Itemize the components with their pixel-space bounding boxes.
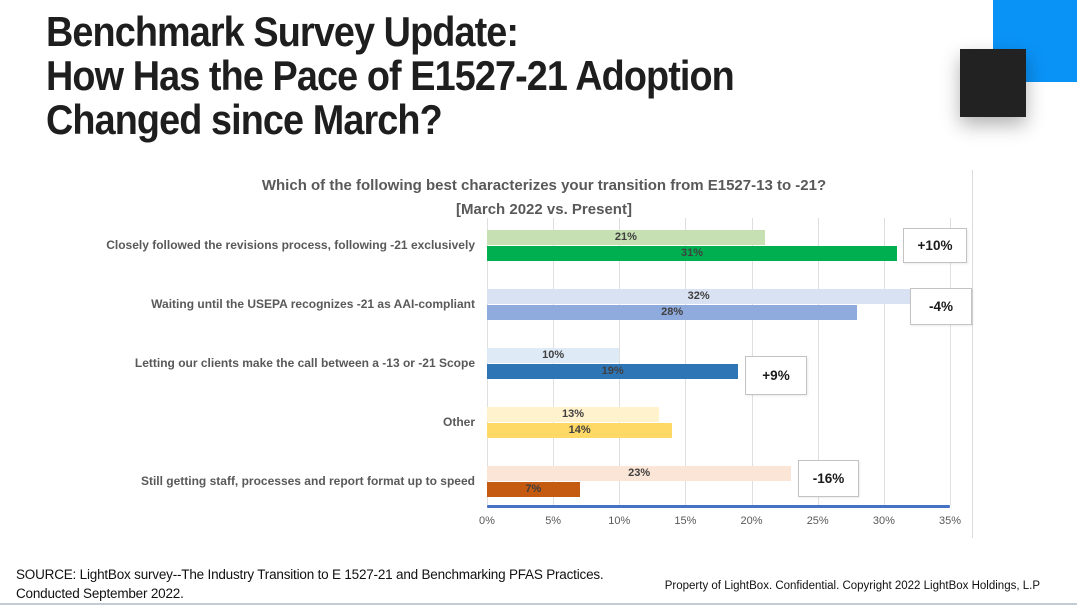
bar-present — [487, 364, 739, 379]
bar-present — [487, 482, 580, 497]
x-axis-tick-label: 35% — [938, 515, 962, 527]
category-label: Letting our clients make the call betwee… — [134, 356, 475, 370]
x-axis-tick-label: 25% — [806, 515, 829, 527]
bar-present — [487, 246, 898, 261]
bar-march-2022 — [487, 230, 765, 245]
bar-value-label-march: 10% — [542, 349, 565, 361]
source-note: SOURCE: LightBox survey--The Industry Tr… — [16, 567, 604, 601]
category-label: Closely followed the revisions process, … — [106, 238, 475, 252]
gridline — [950, 218, 951, 505]
bar-value-label-present: 31% — [681, 247, 704, 259]
bar-value-label-march: 23% — [628, 467, 651, 479]
bar-present — [487, 305, 858, 320]
bottom-divider — [0, 603, 1077, 605]
gridline — [883, 218, 885, 505]
x-axis-line — [487, 505, 950, 508]
category-label: Other — [442, 415, 475, 429]
bar-value-label-present: 19% — [601, 365, 624, 377]
change-callout: -4% — [910, 288, 972, 325]
x-axis-tick-label: 0% — [479, 515, 495, 527]
copyright-note: Property of LightBox. Confidential. Copy… — [664, 580, 1040, 592]
bar-value-label-march: 21% — [614, 231, 637, 243]
chart-title: Which of the following best characterize… — [261, 177, 827, 218]
decor-black-square — [960, 49, 1026, 117]
bar-march-2022 — [487, 407, 659, 422]
bar-present — [487, 423, 673, 438]
x-axis-tick-label: 10% — [608, 515, 631, 527]
x-axis-tick-label: 30% — [872, 515, 895, 527]
bar-value-label-march: 32% — [687, 290, 710, 302]
bar-value-label-present: 28% — [661, 306, 684, 318]
change-callout: +9% — [745, 356, 807, 395]
x-axis-tick-label: 20% — [740, 515, 763, 527]
gridline — [817, 218, 819, 505]
bar-value-label-present: 14% — [568, 424, 591, 436]
bar-march-2022 — [487, 289, 911, 304]
x-axis-tick-label: 5% — [545, 515, 562, 527]
page-title: Benchmark Survey Update: How Has the Pac… — [46, 8, 735, 143]
gridline — [685, 218, 687, 505]
bar-value-label-present: 7% — [525, 483, 542, 495]
category-label: Waiting until the USEPA recognizes -21 a… — [151, 297, 475, 311]
x-axis-tick-label: 15% — [674, 515, 697, 527]
category-label: Still getting staff, processes and repor… — [140, 474, 475, 488]
change-callout: +10% — [903, 228, 967, 263]
bar-march-2022 — [487, 466, 792, 481]
bar-march-2022 — [487, 348, 620, 363]
bar-value-label-march: 13% — [561, 408, 584, 420]
change-callout: -16% — [798, 460, 859, 497]
gridline — [619, 218, 621, 505]
chart-border-right — [972, 170, 973, 538]
